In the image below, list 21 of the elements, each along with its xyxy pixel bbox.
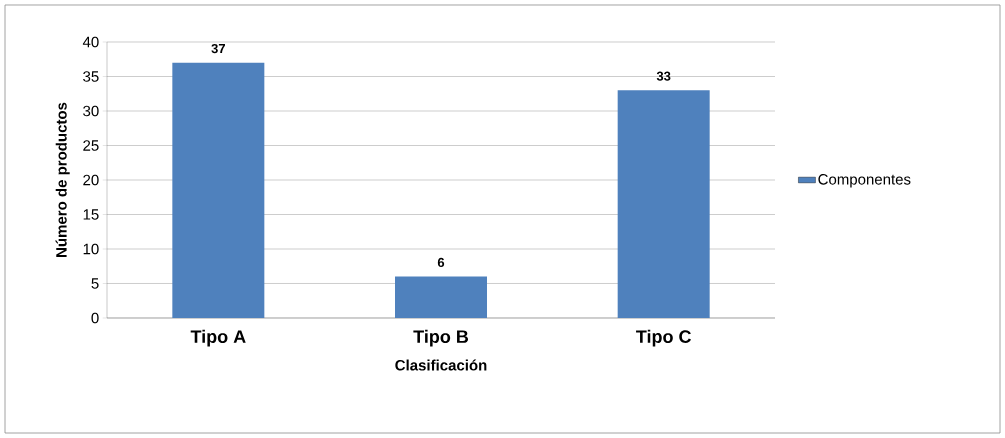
y-tick-label: 30 [83,105,99,117]
y-tick-label: 0 [91,312,99,324]
bar [617,90,710,318]
y-tick-label: 10 [83,243,99,255]
x-axis-title: Clasificación [395,359,487,371]
y-tick-label: 20 [83,174,99,186]
x-tick-label: Tipo C [636,329,691,347]
y-tick-label: 35 [83,71,99,82]
x-tick-label: Tipo A [190,329,246,347]
y-tick-label: 40 [82,36,99,48]
data-label: 37 [211,43,225,54]
legend-label: Componentes [818,174,911,188]
y-tick-label: 25 [83,140,99,151]
x-tick-label: Tipo B [413,329,469,347]
bar [172,62,265,318]
bar [395,276,487,318]
data-label: 6 [437,257,445,268]
y-tick-label: 15 [83,209,99,220]
y-axis-title: Número de productos [55,102,70,257]
data-label: 33 [656,71,671,81]
y-tick-label: 5 [91,278,99,289]
